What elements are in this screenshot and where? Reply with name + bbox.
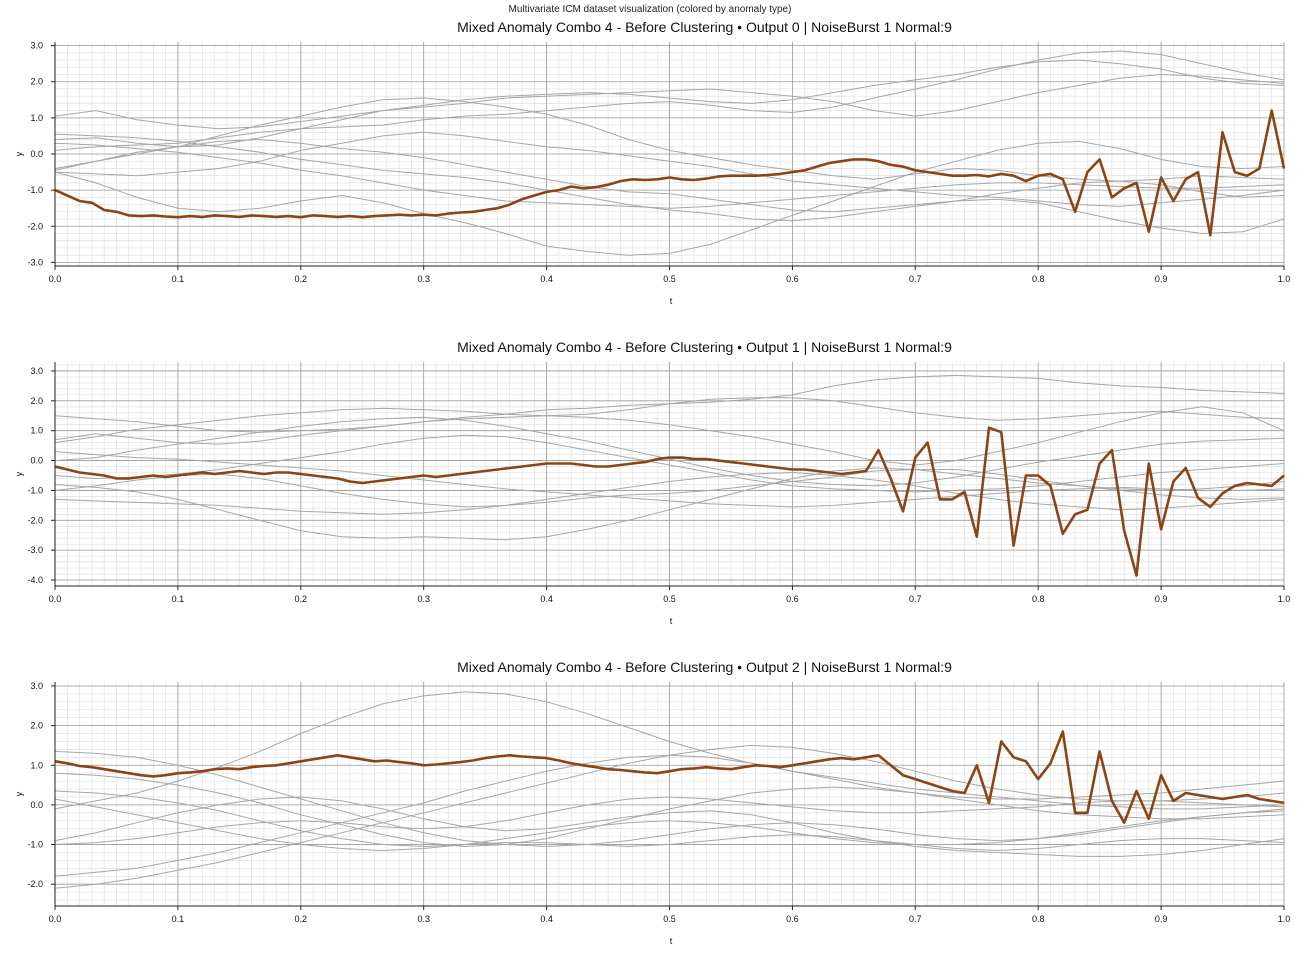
x-tick-label: 0.6 <box>786 274 799 284</box>
y-tick-label: 2.0 <box>30 721 43 731</box>
x-tick-label: 0.8 <box>1032 914 1045 924</box>
x-tick-label: 0.2 <box>295 594 308 604</box>
anomaly-series-line <box>54 730 1285 824</box>
x-axis-label: t <box>670 616 673 626</box>
chart-title: Mixed Anomaly Combo 4 - Before Clusterin… <box>457 19 952 35</box>
x-tick-label: 0.3 <box>417 594 430 604</box>
x-tick-label: 0.8 <box>1032 594 1045 604</box>
anomaly-series-line <box>54 109 1286 237</box>
y-tick-label: 1.0 <box>30 760 43 770</box>
x-tick-label: 0.6 <box>786 594 799 604</box>
normal-series-line <box>54 691 1285 810</box>
anomaly-series-line <box>54 426 1285 577</box>
y-tick-label: 3.0 <box>30 41 43 51</box>
y-tick-label: 1.0 <box>30 113 43 123</box>
y-axis-label: y <box>14 151 24 156</box>
y-tick-label: 0.0 <box>30 149 43 159</box>
y-tick-label: 3.0 <box>30 366 43 376</box>
normal-series-line <box>54 397 1285 444</box>
y-tick-label: 1.0 <box>30 426 43 436</box>
x-tick-label: 1.0 <box>1278 274 1291 284</box>
normal-series-line <box>54 798 1285 852</box>
x-tick-label: 0.4 <box>540 594 553 604</box>
subplot-output-0: 0.0 0.1 0.2 0.3 0.4 0.5 0.6 0.7 0.8 0.9 1.0 3.0 2.0 1… <box>0 15 1300 335</box>
normal-series-line <box>54 97 1285 182</box>
x-axis-label: t <box>670 936 673 946</box>
y-tick-label: 3.0 <box>30 681 43 691</box>
normal-series-line <box>54 50 1285 151</box>
chart-title: Mixed Anomaly Combo 4 - Before Clusterin… <box>457 339 952 355</box>
chart-svg: 0.0 0.1 0.2 0.3 0.4 0.5 0.6 0.7 0.8 0.9 1.0 3.0 2.0 1… <box>14 339 1291 626</box>
y-tick-label: -2.0 <box>27 221 43 231</box>
normal-series-line <box>54 790 1285 852</box>
normal-series-line <box>54 140 1285 256</box>
y-tick-label: -3.0 <box>27 545 43 555</box>
x-tick-label: 0.0 <box>49 594 62 604</box>
x-tick-label: 0.9 <box>1155 594 1168 604</box>
x-tick-label: 0.0 <box>49 914 62 924</box>
y-tick-label: -1.0 <box>27 485 43 495</box>
x-tick-label: 0.9 <box>1155 274 1168 284</box>
subplot-output-1: 0.0 0.1 0.2 0.3 0.4 0.5 0.6 0.7 0.8 0.9 1.0 3.0 2.0 1… <box>0 335 1300 655</box>
x-tick-label: 0.1 <box>172 594 185 604</box>
x-tick-label: 0.3 <box>417 274 430 284</box>
normal-series-line <box>54 59 1285 130</box>
x-tick-label: 0.2 <box>295 914 308 924</box>
normal-series-line <box>54 416 1285 487</box>
x-tick-label: 0.2 <box>295 274 308 284</box>
normal-series-line <box>54 138 1285 235</box>
y-tick-label: -2.0 <box>27 515 43 525</box>
normal-series-line <box>54 467 1285 541</box>
normal-series-line <box>54 796 1285 845</box>
x-tick-label: 0.5 <box>663 274 676 284</box>
x-tick-label: 0.3 <box>417 914 430 924</box>
y-tick-label: -1.0 <box>27 185 43 195</box>
y-tick-label: -2.0 <box>27 879 43 889</box>
x-axis-label: t <box>670 296 673 306</box>
figure-suptitle: Multivariate ICM dataset visualization (… <box>508 4 792 15</box>
normal-series-line <box>54 471 1285 515</box>
subplot-output-2: 0.0 0.1 0.2 0.3 0.4 0.5 0.6 0.7 0.8 0.9 1.0 3.0 2.0 1… <box>0 655 1300 975</box>
x-tick-label: 1.0 <box>1278 914 1291 924</box>
chart-svg: 0.0 0.1 0.2 0.3 0.4 0.5 0.6 0.7 0.8 0.9 1.0 3.0 2.0 1… <box>14 659 1291 946</box>
y-axis-label: y <box>14 791 24 796</box>
y-tick-label: 0.0 <box>30 456 43 466</box>
y-axis-label: y <box>14 471 24 476</box>
chart-title: Mixed Anomaly Combo 4 - Before Clusterin… <box>457 659 952 675</box>
normal-series-line <box>54 133 1285 222</box>
x-tick-label: 0.5 <box>663 594 676 604</box>
x-tick-label: 0.4 <box>540 914 553 924</box>
normal-series-line <box>54 131 1285 207</box>
x-tick-label: 0.4 <box>540 274 553 284</box>
y-tick-label: -4.0 <box>27 575 43 585</box>
x-tick-label: 0.7 <box>909 594 922 604</box>
y-tick-label: 0.0 <box>30 800 43 810</box>
x-tick-label: 0.7 <box>909 914 922 924</box>
x-tick-label: 0.1 <box>172 914 185 924</box>
x-tick-label: 0.1 <box>172 274 185 284</box>
chart-svg: 0.0 0.1 0.2 0.3 0.4 0.5 0.6 0.7 0.8 0.9 1.0 3.0 2.0 1… <box>14 19 1291 306</box>
normal-series-line <box>54 750 1285 848</box>
normal-series-line <box>54 142 1285 209</box>
x-tick-label: 0.8 <box>1032 274 1045 284</box>
normal-series-line <box>54 796 1285 857</box>
x-tick-label: 1.0 <box>1278 594 1291 604</box>
normal-series-line <box>54 434 1285 493</box>
x-tick-label: 0.0 <box>49 274 62 284</box>
y-tick-label: 2.0 <box>30 77 43 87</box>
normal-series-line <box>54 772 1285 848</box>
major-grid <box>54 362 1285 586</box>
y-tick-label: 2.0 <box>30 396 43 406</box>
normal-series-line <box>54 754 1285 877</box>
y-tick-label: -3.0 <box>27 257 43 267</box>
x-tick-label: 0.7 <box>909 274 922 284</box>
normal-series-line <box>54 451 1285 508</box>
y-tick-label: -1.0 <box>27 840 43 850</box>
normal-series-line <box>54 73 1285 148</box>
normal-series-line <box>54 406 1285 466</box>
x-tick-label: 0.5 <box>663 914 676 924</box>
x-tick-label: 0.9 <box>1155 914 1168 924</box>
x-tick-label: 0.6 <box>786 914 799 924</box>
